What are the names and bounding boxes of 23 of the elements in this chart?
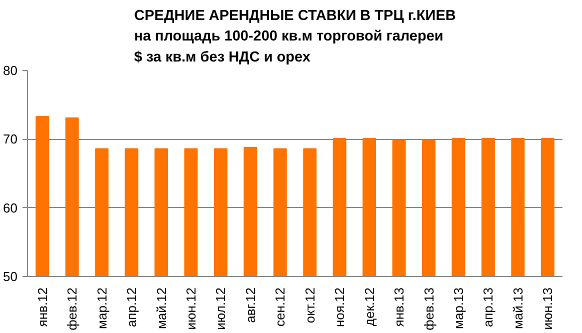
x-tick-label: фев.13	[421, 288, 436, 330]
x-tick-label: дек.12	[362, 287, 377, 326]
x-tick-label: авг.12	[242, 287, 258, 323]
x-tick-label: апр.13	[480, 287, 496, 328]
x-tick-label: апр.12	[124, 287, 140, 328]
x-tick-label: мар.13	[450, 287, 466, 329]
y-tick-label: 60	[3, 200, 18, 216]
y-tick-label: 50	[3, 269, 18, 284]
x-tick-label: сен.12	[272, 287, 288, 326]
x-tick-label: янв.13	[392, 287, 407, 327]
x-tick-label: окт.12	[302, 287, 318, 324]
x-tick-label: июл.12	[213, 287, 228, 330]
y-tick-label: 80	[3, 63, 18, 78]
x-tick-label: май.12	[154, 287, 169, 329]
x-tick-label: июн.12	[183, 287, 198, 330]
y-tick-label: 70	[3, 132, 18, 147]
x-tick-label: мар.12	[94, 287, 110, 329]
chart-title: СРЕДНИЕ АРЕНДНЫЕ СТАВКИ В ТРЦ г.КИЕВ на площадь 100-200 кв.м торговой галереи $ за кв.м без НДС и орех	[134, 8, 456, 66]
x-tick-label: фев.12	[64, 288, 80, 330]
x-tick-label: ноя.12	[332, 287, 348, 328]
x-tick-label: май.13	[510, 287, 526, 329]
x-tick-label: янв.12	[34, 287, 50, 327]
x-tick-label: июн.13	[540, 287, 556, 330]
